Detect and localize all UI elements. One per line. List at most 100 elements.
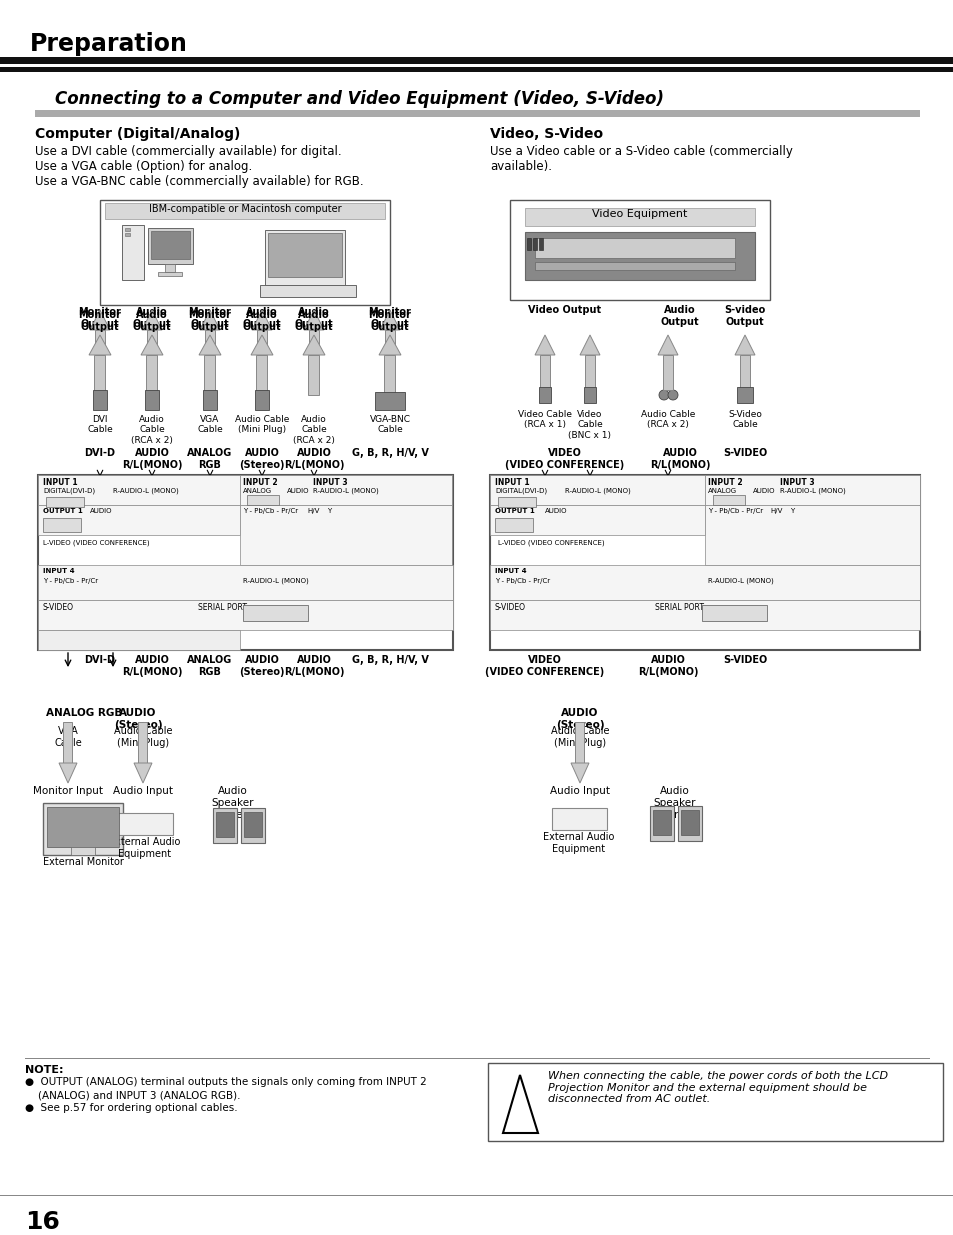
Bar: [495, 517, 533, 532]
Text: S-video
Output: S-video Output: [723, 305, 765, 326]
Text: Audio
Output: Audio Output: [242, 310, 281, 332]
Circle shape: [158, 820, 166, 827]
Text: Video Output: Video Output: [528, 305, 601, 315]
Bar: [244, 811, 262, 837]
Text: (ANALOG) and INPUT 3 (ANALOG RGB).: (ANALOG) and INPUT 3 (ANALOG RGB).: [25, 1091, 240, 1100]
Circle shape: [533, 587, 544, 599]
Text: INPUT 1: INPUT 1: [43, 478, 77, 487]
Bar: [38, 564, 453, 600]
Text: Monitor
Output: Monitor Output: [78, 310, 121, 332]
Bar: [575, 722, 584, 763]
Bar: [309, 330, 318, 354]
Text: R-AUDIO-L (MONO): R-AUDIO-L (MONO): [313, 488, 378, 494]
Polygon shape: [141, 335, 163, 354]
Bar: [256, 330, 267, 354]
Circle shape: [544, 520, 555, 530]
Text: Audio
Output: Audio Output: [660, 305, 699, 326]
Text: R-AUDIO-L (MONO): R-AUDIO-L (MONO): [564, 488, 630, 494]
Circle shape: [64, 587, 76, 599]
Text: INPUT 4: INPUT 4: [43, 568, 74, 574]
Text: Audio Cable
(Mini Plug): Audio Cable (Mini Plug): [113, 726, 172, 747]
Polygon shape: [90, 310, 110, 330]
Polygon shape: [378, 335, 400, 354]
Text: Use a VGA cable (Option) for analog.: Use a VGA cable (Option) for analog.: [35, 161, 252, 173]
Polygon shape: [734, 335, 754, 354]
Text: Audio
Output: Audio Output: [242, 308, 281, 329]
Bar: [533, 238, 537, 249]
Circle shape: [287, 496, 294, 504]
Text: DVI-D: DVI-D: [85, 448, 115, 458]
Text: DVI-D: DVI-D: [85, 655, 115, 664]
Bar: [254, 390, 269, 410]
Circle shape: [788, 520, 799, 530]
Polygon shape: [303, 335, 325, 354]
Bar: [260, 285, 355, 296]
Circle shape: [556, 815, 563, 823]
Text: Y - Pb/Cb - Pr/Cr: Y - Pb/Cb - Pr/Cr: [43, 578, 98, 584]
Bar: [165, 264, 174, 272]
Bar: [138, 722, 148, 763]
Bar: [490, 564, 919, 600]
Bar: [712, 495, 744, 505]
Text: Audio
Output: Audio Output: [294, 310, 333, 332]
Bar: [385, 330, 395, 354]
Bar: [584, 354, 595, 390]
Bar: [204, 354, 215, 395]
Circle shape: [81, 587, 92, 599]
Circle shape: [281, 519, 293, 531]
Bar: [125, 233, 130, 236]
Bar: [265, 230, 345, 285]
Circle shape: [308, 520, 317, 530]
Bar: [105, 203, 385, 219]
Text: Monitor
Output: Monitor Output: [189, 308, 232, 329]
Text: OUTPUT 1: OUTPUT 1: [495, 508, 535, 514]
Text: S-VIDEO: S-VIDEO: [722, 655, 766, 664]
Bar: [0, 67, 953, 72]
Circle shape: [742, 519, 754, 531]
Circle shape: [553, 498, 560, 506]
Circle shape: [579, 815, 587, 823]
Bar: [256, 354, 267, 395]
Text: INPUT 3: INPUT 3: [780, 478, 814, 487]
Text: Y: Y: [327, 508, 331, 514]
Bar: [203, 390, 216, 410]
Bar: [680, 810, 699, 835]
Text: Connecting to a Computer and Video Equipment (Video, S-Video): Connecting to a Computer and Video Equip…: [55, 90, 663, 107]
Text: S-VIDEO: S-VIDEO: [495, 603, 525, 613]
Circle shape: [247, 519, 258, 531]
Bar: [118, 813, 172, 835]
Text: R-AUDIO-L (MONO): R-AUDIO-L (MONO): [707, 578, 773, 584]
Text: AUDIO
(Stereo): AUDIO (Stereo): [113, 708, 162, 730]
Text: External Monitor: External Monitor: [43, 857, 123, 867]
Polygon shape: [142, 310, 162, 330]
Text: Preparation: Preparation: [30, 32, 188, 56]
Polygon shape: [199, 335, 221, 354]
Circle shape: [264, 519, 275, 531]
Text: S-VIDEO: S-VIDEO: [722, 448, 766, 458]
Bar: [510, 200, 769, 300]
Text: Audio
Cable
(RCA x 2): Audio Cable (RCA x 2): [293, 415, 335, 445]
Text: Audio
Output: Audio Output: [132, 310, 172, 332]
Bar: [497, 496, 536, 508]
Text: AUDIO
(Stereo): AUDIO (Stereo): [239, 448, 284, 469]
Text: R-AUDIO-L (MONO): R-AUDIO-L (MONO): [780, 488, 845, 494]
Polygon shape: [200, 310, 220, 330]
Circle shape: [122, 820, 130, 827]
Text: INPUT 3: INPUT 3: [313, 478, 347, 487]
Text: Audio Cable
(Mini Plug): Audio Cable (Mini Plug): [234, 415, 289, 435]
Text: Use a VGA-BNC cable (commercially available) for RGB.: Use a VGA-BNC cable (commercially availa…: [35, 175, 363, 188]
Circle shape: [592, 815, 599, 823]
Bar: [43, 517, 81, 532]
Text: ANALOG: ANALOG: [243, 488, 272, 494]
Bar: [539, 354, 550, 390]
Bar: [490, 475, 919, 650]
Text: G, B, R, H/V, V: G, B, R, H/V, V: [352, 655, 428, 664]
Text: L-VIDEO (VIDEO CONFERENCE): L-VIDEO (VIDEO CONFERENCE): [43, 540, 150, 547]
Bar: [524, 207, 754, 226]
Bar: [552, 808, 606, 830]
Text: S-VIDEO: S-VIDEO: [43, 603, 74, 613]
Bar: [94, 354, 106, 395]
Polygon shape: [252, 310, 272, 330]
Text: AUDIO
(Stereo): AUDIO (Stereo): [555, 708, 603, 730]
Polygon shape: [89, 335, 111, 354]
